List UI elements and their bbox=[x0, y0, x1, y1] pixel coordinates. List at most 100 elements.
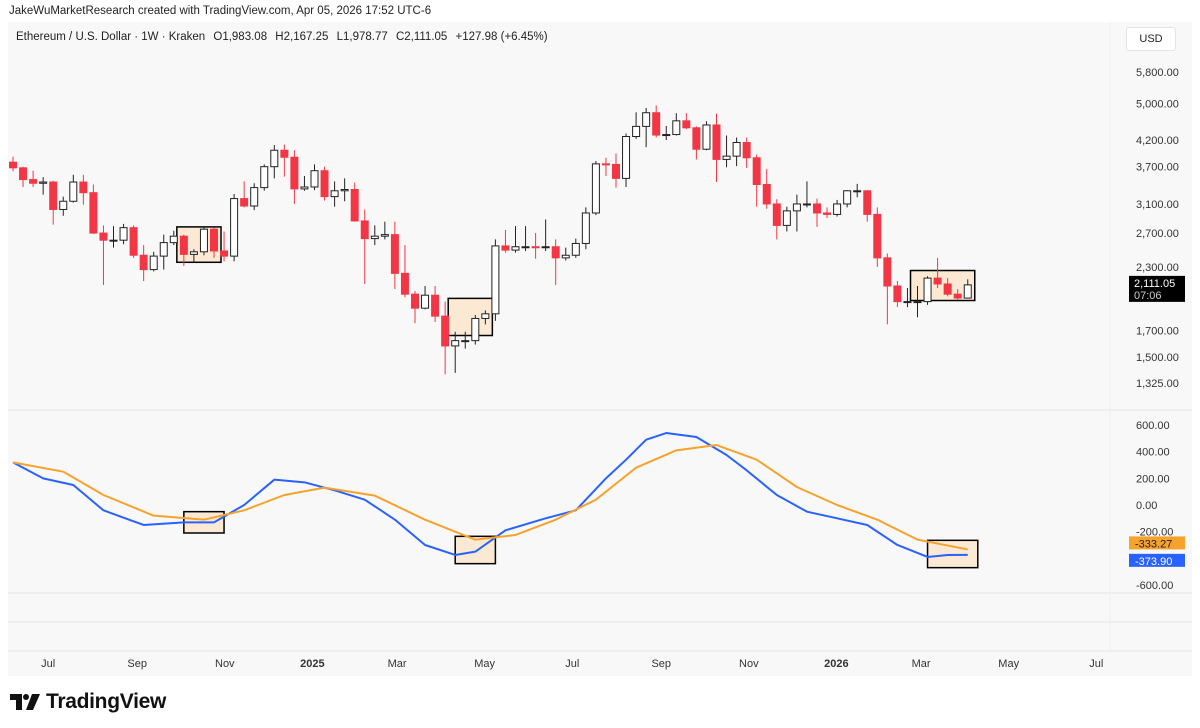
macd-axis-label: 0.00 bbox=[1136, 500, 1157, 512]
bar-countdown: 07:06 bbox=[1134, 290, 1162, 302]
candle-up bbox=[561, 254, 570, 259]
candle-up bbox=[642, 112, 651, 127]
signal-value-label: -333.27 bbox=[1135, 538, 1172, 550]
price-axis-label: 3,700.00 bbox=[1136, 162, 1179, 174]
candle-up bbox=[732, 142, 741, 157]
macd-axis-label: 200.00 bbox=[1136, 473, 1170, 485]
candle-down bbox=[350, 189, 359, 222]
candle-up bbox=[189, 251, 198, 255]
candle-up bbox=[330, 190, 339, 198]
candle-up bbox=[853, 190, 862, 193]
price-axis-label: 5,800.00 bbox=[1136, 67, 1179, 79]
candle-down bbox=[89, 192, 98, 234]
candle-up bbox=[451, 340, 460, 347]
candle-up bbox=[802, 203, 811, 206]
candle-up bbox=[149, 255, 158, 271]
price-axis-label: 2,700.00 bbox=[1136, 228, 1179, 240]
candle-down bbox=[652, 112, 661, 136]
candle-up bbox=[250, 187, 259, 207]
candle-down bbox=[49, 181, 58, 210]
candle-up bbox=[380, 234, 389, 237]
time-axis-label: Nov bbox=[739, 658, 759, 670]
candle-down bbox=[813, 203, 821, 214]
candle-down bbox=[823, 212, 832, 215]
time-axis-label: Sep bbox=[651, 658, 671, 670]
candle-down bbox=[762, 183, 771, 205]
signal-value-tag bbox=[1129, 536, 1185, 550]
candle-up bbox=[461, 340, 470, 343]
chart-credit: JakeWuMarketResearch created with Tradin… bbox=[9, 5, 432, 17]
candle-down bbox=[873, 213, 882, 259]
candle-up bbox=[59, 200, 68, 210]
candle-down bbox=[9, 161, 17, 169]
candle-up bbox=[571, 242, 580, 256]
candle-up bbox=[310, 170, 319, 188]
candle-up bbox=[541, 246, 550, 249]
candle-up bbox=[300, 186, 309, 190]
chart-area[interactable] bbox=[8, 22, 1192, 676]
candle-down bbox=[712, 124, 721, 160]
price-axis-label: 4,200.00 bbox=[1136, 135, 1179, 147]
candle-down bbox=[692, 127, 701, 150]
candle-down bbox=[360, 220, 369, 240]
candle-down bbox=[531, 246, 540, 249]
price-axis-label: 2,300.00 bbox=[1136, 262, 1179, 274]
tradingview-logo-icon bbox=[10, 694, 40, 710]
candle-down bbox=[320, 170, 329, 198]
candle-down bbox=[280, 149, 289, 158]
time-axis-label: May bbox=[474, 658, 495, 670]
candle-down bbox=[893, 285, 902, 303]
time-axis-label: 2025 bbox=[300, 658, 324, 670]
candle-down bbox=[883, 257, 892, 287]
macd-axis-label: -600.00 bbox=[1136, 580, 1173, 592]
candle-up bbox=[722, 155, 731, 160]
macd-value-tag bbox=[1129, 553, 1185, 567]
candle-up bbox=[230, 198, 239, 257]
candle-down bbox=[220, 250, 229, 257]
candle-up bbox=[702, 124, 711, 150]
candle-down bbox=[240, 198, 249, 207]
candle-up bbox=[119, 227, 128, 241]
candle-up bbox=[199, 228, 208, 253]
ohlc-change: +127.98 (+6.45%) bbox=[455, 31, 548, 43]
candle-up bbox=[662, 134, 671, 137]
currency-button[interactable]: USD bbox=[1126, 27, 1176, 51]
symbol-legend: Ethereum / U.S. Dollar · 1W · Kraken O1,… bbox=[16, 31, 553, 43]
candle-up bbox=[169, 235, 178, 244]
highlight-box bbox=[454, 535, 497, 565]
candle-down bbox=[863, 190, 872, 215]
macd-axis-label: -200.00 bbox=[1136, 527, 1173, 539]
candle-down bbox=[79, 181, 88, 194]
time-axis-label: Jul bbox=[565, 658, 579, 670]
time-axis-label: Mar bbox=[388, 658, 407, 670]
candle-up bbox=[39, 181, 48, 184]
time-axis-label: 2026 bbox=[824, 658, 848, 670]
candle-up bbox=[270, 149, 279, 168]
candle-up bbox=[491, 245, 500, 315]
candle-up bbox=[511, 246, 520, 251]
price-axis-label: 1,325.00 bbox=[1136, 378, 1179, 390]
candle-down bbox=[19, 167, 28, 181]
last-price-tag bbox=[1129, 275, 1185, 302]
tradingview-logo: TradingView bbox=[10, 690, 166, 714]
symbol-name[interactable]: Ethereum / U.S. Dollar · 1W · Kraken bbox=[16, 31, 206, 43]
candle-down bbox=[411, 293, 419, 309]
ohlc-open: O1,983.08 bbox=[213, 31, 268, 43]
candle-up bbox=[903, 301, 912, 304]
candle-up bbox=[591, 163, 600, 214]
candle-down bbox=[290, 156, 299, 190]
macd-value-label: -373.90 bbox=[1135, 556, 1172, 568]
price-axis-label: 3,100.00 bbox=[1136, 199, 1179, 211]
candle-up bbox=[782, 210, 791, 226]
candle-up bbox=[109, 239, 118, 242]
candle-down bbox=[612, 163, 620, 179]
candle-down bbox=[441, 315, 450, 347]
candle-up bbox=[581, 212, 590, 244]
candle-up bbox=[672, 120, 681, 136]
candle-up bbox=[521, 246, 530, 249]
candle-up bbox=[913, 301, 922, 304]
candle-down bbox=[682, 120, 691, 129]
ohlc-high: H2,167.25 bbox=[275, 31, 329, 43]
candle-up bbox=[260, 166, 269, 189]
